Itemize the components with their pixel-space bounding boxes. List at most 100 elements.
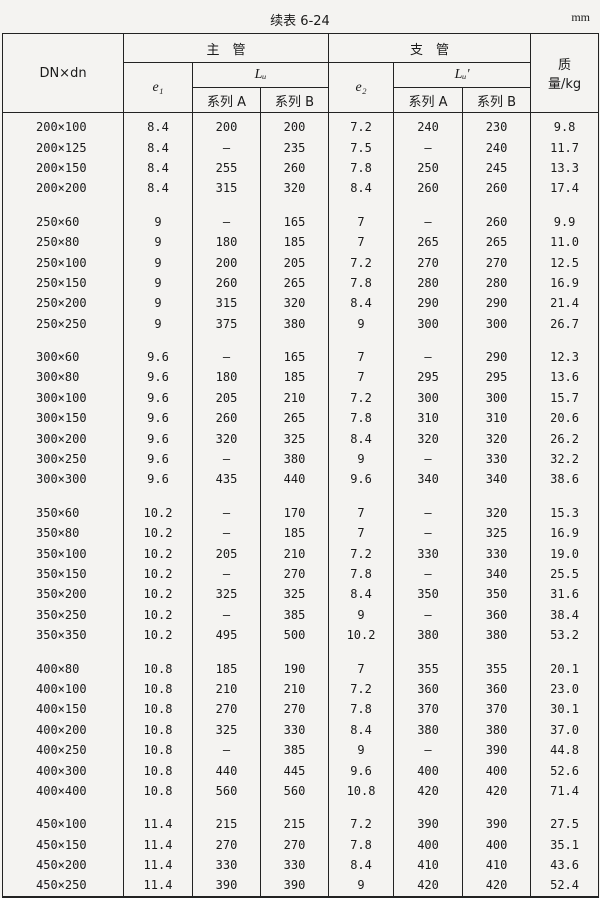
cell-branch-series-b: 325 [462, 523, 532, 544]
spacer-cell [2, 645, 124, 659]
cell-e2: 7 [328, 658, 395, 679]
spacer-cell [123, 801, 193, 815]
cell-e1: 11.4 [123, 854, 193, 876]
spacer-cell [192, 801, 261, 815]
spacer-cell [328, 645, 395, 659]
cell-branch-series-b: 380 [462, 624, 532, 646]
table-row: 200×100 8.4 200 200 7.2 240 230 9.8 [2, 112, 600, 138]
cell-mass: 26.2 [530, 428, 600, 449]
cell-e1: 10.2 [123, 543, 193, 564]
table-row: 250×80 9 180 185 7 265 265 11.0 [2, 231, 600, 253]
cell-branch-series-a: 240 [393, 112, 464, 138]
cell-dn: 250×200 [2, 293, 124, 314]
cell-e2: 7.2 [328, 814, 395, 835]
cell-e2: 7.8 [328, 408, 395, 429]
cell-dn: 400×200 [2, 719, 124, 740]
table-row: 350×60 10.2—170 7—320 15.3 [2, 502, 600, 524]
spacer-cell [328, 489, 395, 503]
cell-branch-series-b: 410 [462, 854, 532, 876]
cell-branch-series-b: 300 [462, 313, 532, 334]
cell-branch-series-a: 270 [393, 252, 464, 273]
cell-e1: 9 [123, 293, 193, 314]
cell-dn: 300×150 [2, 408, 124, 429]
cell-mass: 12.3 [530, 346, 600, 368]
spacer-cell [192, 198, 261, 212]
table-row: 400×80 10.8 185 190 7 355 355 20.1 [2, 658, 600, 679]
cell-main-series-b: 320 [259, 293, 330, 314]
table-row: 200×150 8.4 255 260 7.8 250 245 13.3 [2, 157, 600, 179]
cell-branch-series-b: 370 [462, 699, 532, 720]
cell-branch-series-a: 380 [393, 624, 464, 646]
cell-main-series-a: 180 [192, 231, 261, 253]
cell-branch-series-a: 350 [393, 584, 464, 605]
cell-branch-series-a: 295 [393, 367, 464, 388]
cell-main-series-a: 325 [192, 719, 261, 740]
spacer-cell [259, 333, 330, 347]
cell-main-series-b: 185 [259, 523, 330, 544]
cell-main-series-b: 380 [259, 313, 330, 334]
cell-mass: 11.7 [530, 137, 600, 158]
cell-e2: 7.8 [328, 699, 395, 720]
spacer-cell [259, 645, 330, 659]
cell-main-series-b: 500 [259, 624, 330, 646]
cell-branch-series-a: — [393, 739, 464, 761]
cell-main-series-b: 330 [259, 854, 330, 876]
spacer-cell [123, 489, 193, 503]
cell-e2: 9 [328, 313, 395, 334]
cell-dn: 250×80 [2, 231, 124, 253]
spacer-cell [462, 198, 532, 212]
table-row: 450×200 11.4 330 330 8.4 410 410 43.6 [2, 854, 600, 876]
cell-dn: 300×250 [2, 448, 124, 470]
header-branch-pipe: 支 管 [328, 33, 532, 63]
cell-branch-series-a: — [393, 211, 464, 232]
cell-main-series-b: 265 [259, 408, 330, 429]
cell-main-series-b: 165 [259, 211, 330, 232]
cell-dn: 250×60 [2, 211, 124, 232]
cell-main-series-a: — [192, 604, 261, 625]
cell-branch-series-b: 230 [462, 112, 532, 138]
spacer-cell [393, 645, 464, 659]
cell-e2: 7 [328, 367, 395, 388]
cell-mass: 16.9 [530, 523, 600, 544]
cell-main-series-a: 270 [192, 834, 261, 855]
cell-e1: 10.8 [123, 760, 193, 781]
cell-e2: 8.4 [328, 854, 395, 876]
cell-e1: 10.2 [123, 624, 193, 646]
cell-mass: 12.5 [530, 252, 600, 273]
cell-e1: 9.6 [123, 367, 193, 388]
table-row: 350×350 10.2 495 500 10.2 380 380 53.2 [2, 624, 600, 646]
group-spacer [2, 198, 600, 212]
cell-mass: 21.4 [530, 293, 600, 314]
cell-main-series-a: 200 [192, 252, 261, 273]
cell-dn: 250×150 [2, 272, 124, 294]
cell-main-series-b: 445 [259, 760, 330, 781]
header-main-series-b: 系列 B [259, 87, 330, 113]
table-row: 450×250 11.4 390 390 9 420 420 52.4 [2, 875, 600, 898]
cell-branch-series-a: — [393, 448, 464, 470]
cell-e1: 9.6 [123, 387, 193, 409]
table-row: 300×80 9.6 180 185 7 295 295 13.6 [2, 367, 600, 388]
table-row: 350×150 10.2—270 7.8—340 25.5 [2, 563, 600, 585]
cell-dn: 350×200 [2, 584, 124, 605]
cell-dn: 250×100 [2, 252, 124, 273]
cell-e1: 10.8 [123, 658, 193, 679]
cell-mass: 20.6 [530, 408, 600, 429]
cell-main-series-b: 560 [259, 780, 330, 802]
table-row: 300×100 9.6 205 210 7.2 300 300 15.7 [2, 387, 600, 409]
cell-main-series-a: — [192, 137, 261, 158]
cell-mass: 23.0 [530, 678, 600, 700]
cell-main-series-a: 205 [192, 543, 261, 564]
cell-e1: 10.8 [123, 780, 193, 802]
cell-mass: 38.4 [530, 604, 600, 625]
cell-e1: 8.4 [123, 178, 193, 199]
cell-main-series-a: — [192, 448, 261, 470]
cell-e2: 7 [328, 231, 395, 253]
cell-e2: 7.2 [328, 678, 395, 700]
cell-mass: 52.4 [530, 875, 600, 898]
table-caption: 续表 6-24 [270, 14, 330, 29]
header-branch-series-a: 系列 A [393, 87, 464, 113]
cell-branch-series-b: 265 [462, 231, 532, 253]
cell-branch-series-a: 370 [393, 699, 464, 720]
cell-main-series-a: — [192, 502, 261, 524]
cell-main-series-a: 270 [192, 699, 261, 720]
